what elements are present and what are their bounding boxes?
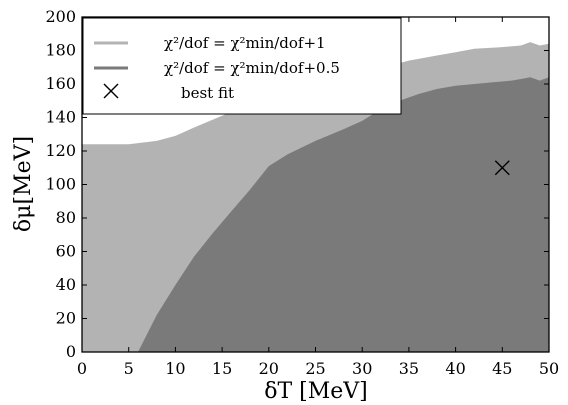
y-tick-label: 100 (45, 175, 76, 194)
x-tick-label: 40 (445, 359, 465, 378)
x-tick-label: 35 (399, 359, 419, 378)
y-tick-label: 200 (45, 7, 76, 26)
legend: χ²/dof = χ²min/dof+1 χ²/dof = χ²min/dof+… (82, 17, 402, 115)
x-tick-label: 45 (492, 359, 512, 378)
y-tick-labels: 0 20 40 60 80 100 120 140 160 180 200 (45, 7, 76, 361)
y-tick-label: 20 (56, 309, 76, 328)
x-tick-label: 5 (124, 359, 134, 378)
x-tick-label: 0 (77, 359, 87, 378)
y-tick-label: 40 (56, 275, 76, 294)
y-axis-label: δμ[MeV] (11, 136, 36, 232)
legend-label-delta-chi2-0-5: χ²/dof = χ²min/dof+0.5 (164, 59, 340, 77)
x-tick-label: 50 (539, 359, 559, 378)
y-tick-label: 60 (56, 242, 76, 261)
legend-box (82, 17, 402, 115)
legend-marker-best-fit-stroke-b (103, 83, 119, 99)
x-tick-label: 10 (165, 359, 185, 378)
y-tick-label: 120 (45, 141, 76, 160)
y-tick-label: 0 (66, 342, 76, 361)
best-fit-marker-stroke-b (494, 160, 510, 176)
legend-label-delta-chi2-1: χ²/dof = χ²min/dof+1 (164, 34, 326, 52)
x-tick-label: 30 (352, 359, 372, 378)
y-tick-label: 180 (45, 41, 76, 60)
region-delta-chi2-0-5 (138, 77, 549, 352)
x-tick-labels: 0 5 10 15 20 25 30 35 40 45 50 (77, 359, 559, 378)
y-tick-label: 80 (56, 208, 76, 227)
best-fit-marker (494, 160, 510, 176)
plot-area (82, 42, 549, 352)
legend-label-best-fit: best fit (181, 84, 234, 102)
legend-marker-best-fit (103, 83, 119, 99)
x-tick-label: 15 (212, 359, 232, 378)
x-tick-label: 20 (259, 359, 279, 378)
y-tick-label: 140 (45, 108, 76, 127)
x-axis-label: δT [MeV] (264, 379, 368, 404)
x-tick-label: 25 (305, 359, 325, 378)
y-tick-label: 160 (45, 74, 76, 93)
